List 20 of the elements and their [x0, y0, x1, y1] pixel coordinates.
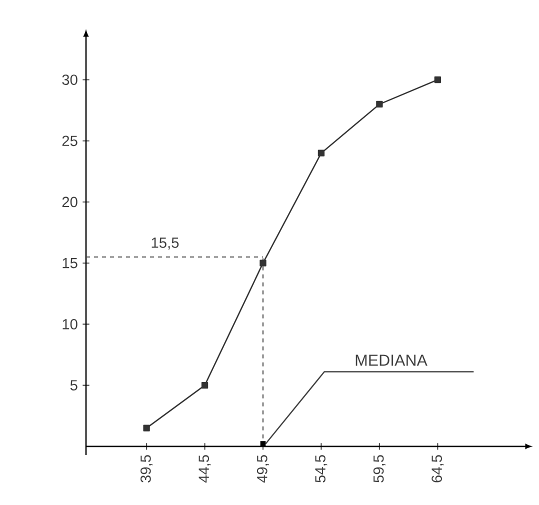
ref-line-label: 15,5: [152, 238, 179, 250]
point: [318, 150, 325, 156]
point: [143, 424, 150, 432]
y-tick-label: 15: [62, 258, 78, 268]
x-tick-label: 44,5: [198, 455, 211, 483]
point: [201, 382, 208, 389]
y-tick-label: 5: [70, 380, 78, 390]
x-tick-label: 64,5: [432, 455, 444, 482]
x-tick-label: 59,5: [373, 455, 386, 482]
y-tick-label: 25: [62, 136, 78, 146]
point: [376, 100, 383, 108]
x-tick-label: 54,5: [315, 455, 328, 482]
point: [434, 76, 442, 84]
y-tick-label: 10: [62, 319, 78, 330]
y-tick-label: 30: [62, 74, 78, 85]
x-tick-label: 39,5: [140, 455, 153, 482]
x-tick-label: 49,5: [256, 455, 270, 483]
ref-line-label: MEDIANA: [356, 354, 428, 366]
y-tick-label: 20: [62, 196, 78, 208]
point: [260, 260, 266, 266]
